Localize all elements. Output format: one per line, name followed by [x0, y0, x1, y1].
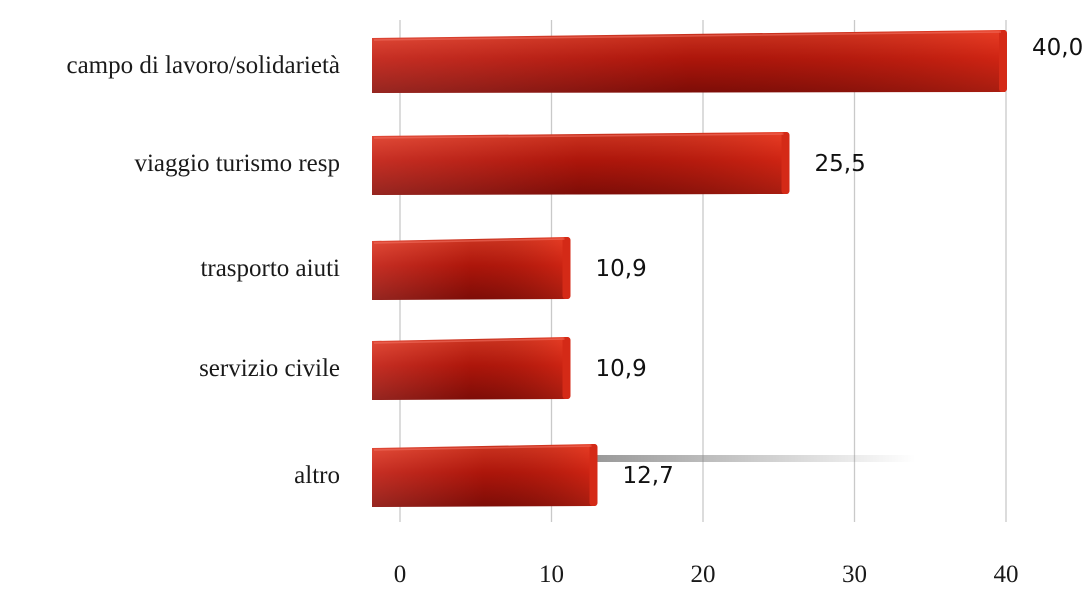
value-label: 40,0 — [1032, 35, 1083, 61]
value-labels: 40,0 25,5 10,9 10,9 12,7 — [596, 35, 1084, 489]
category-label: trasporto aiuti — [200, 255, 340, 282]
category-label: servizio civile — [199, 355, 340, 382]
x-tick-label: 40 — [994, 561, 1019, 588]
x-tick-label: 20 — [691, 561, 716, 588]
x-tick-label: 30 — [842, 561, 867, 588]
gridlines — [399, 20, 1007, 522]
category-labels: campo di lavoro/solidarietà viaggio turis… — [66, 52, 340, 489]
x-tick-label: 0 — [394, 561, 407, 588]
value-label: 25,5 — [815, 151, 866, 177]
x-axis-tick-labels: 0 10 20 30 40 — [394, 561, 1019, 588]
bars — [372, 30, 1007, 507]
value-label: 12,7 — [623, 463, 674, 489]
value-label: 10,9 — [596, 356, 647, 382]
bar — [372, 444, 598, 507]
bar — [372, 337, 571, 400]
bar — [372, 237, 571, 300]
category-label: campo di lavoro/solidarietà — [66, 52, 340, 79]
category-label: viaggio turismo resp — [134, 150, 340, 177]
bar-shadow-streak — [585, 455, 916, 462]
value-label: 10,9 — [596, 256, 647, 282]
x-tick-label: 10 — [539, 561, 564, 588]
category-label: altro — [294, 462, 340, 489]
bar — [372, 132, 790, 195]
bar — [372, 30, 1007, 93]
